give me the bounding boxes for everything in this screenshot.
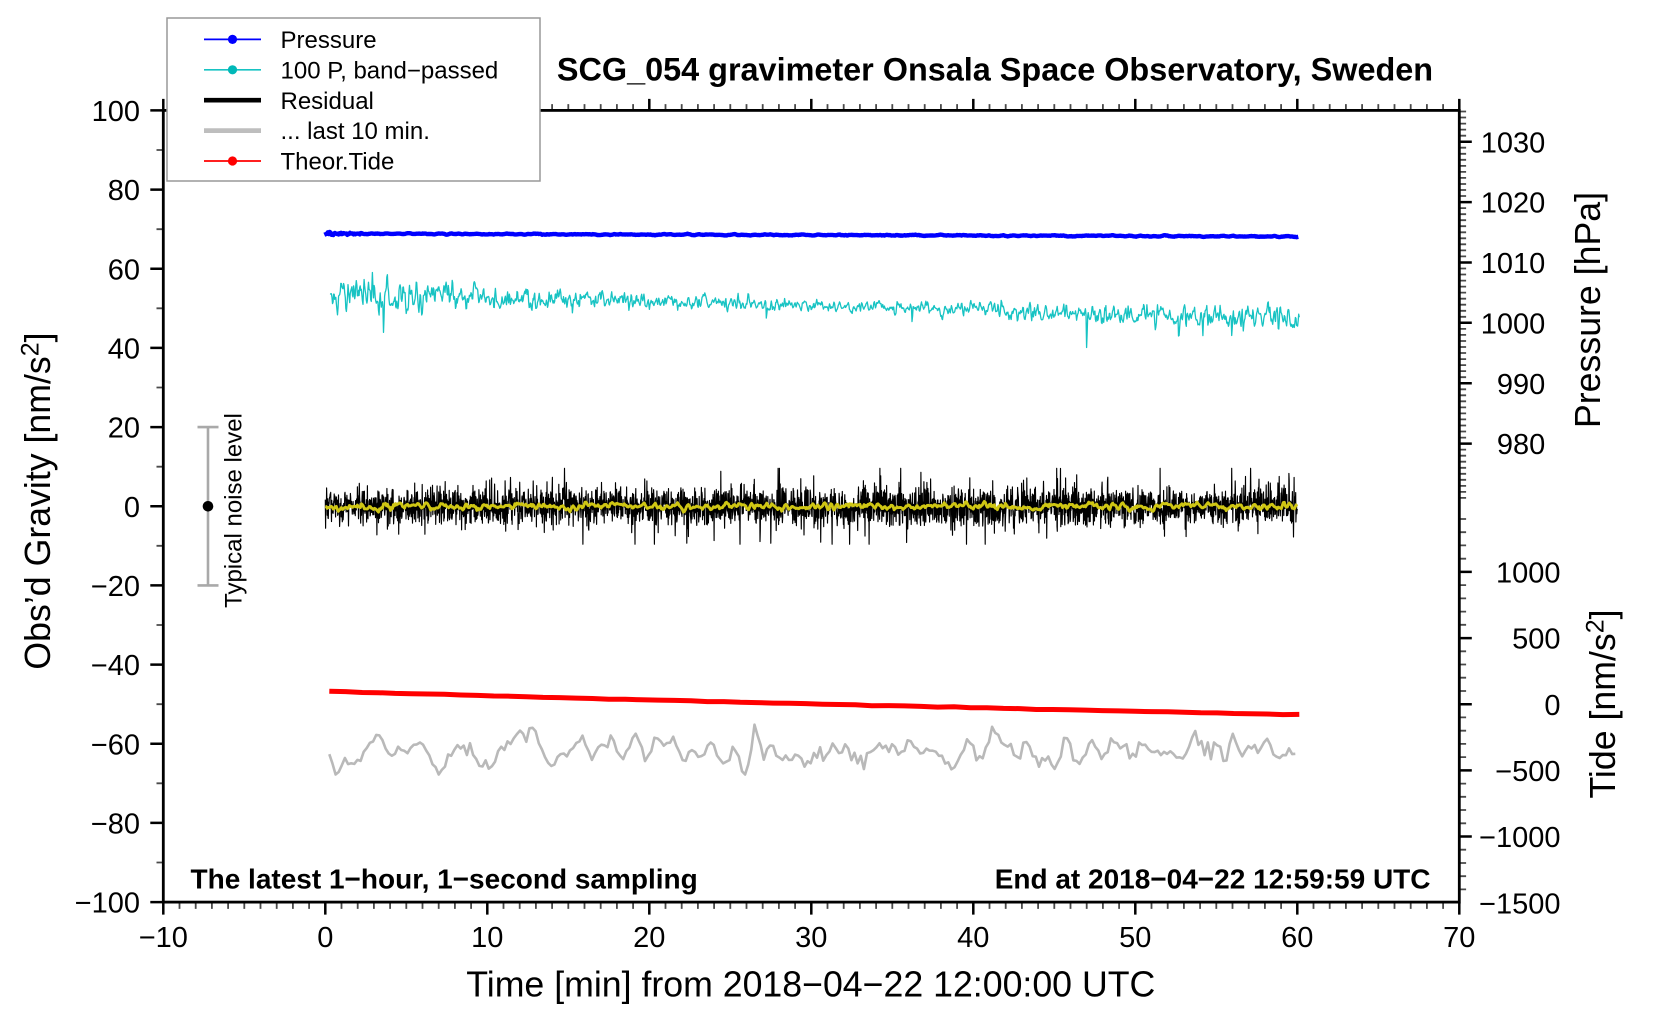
svg-text:20: 20 <box>108 413 140 445</box>
svg-text:−1000: −1000 <box>1479 822 1560 854</box>
svg-text:1000: 1000 <box>1481 308 1546 340</box>
svg-text:−10: −10 <box>139 922 188 954</box>
svg-text:60: 60 <box>1281 922 1313 954</box>
svg-text:Pressure: Pressure <box>281 27 377 54</box>
svg-text:990: 990 <box>1497 369 1545 401</box>
svg-text:80: 80 <box>108 175 140 207</box>
svg-text:1000: 1000 <box>1496 558 1561 590</box>
svg-text:1030: 1030 <box>1481 127 1546 159</box>
svg-text:30: 30 <box>795 922 827 954</box>
svg-text:−80: −80 <box>91 809 140 841</box>
svg-text:−40: −40 <box>91 650 140 682</box>
svg-text:20: 20 <box>633 922 665 954</box>
svg-text:0: 0 <box>124 492 140 524</box>
svg-text:0: 0 <box>1544 690 1560 722</box>
svg-text:−60: −60 <box>91 729 140 761</box>
svg-text:−20: −20 <box>91 571 140 603</box>
svg-text:60: 60 <box>108 254 140 286</box>
svg-text:Theor.Tide: Theor.Tide <box>281 149 395 176</box>
svg-text:... last 10 min.: ... last 10 min. <box>281 118 430 145</box>
svg-text:40: 40 <box>957 922 989 954</box>
svg-text:50: 50 <box>1119 922 1151 954</box>
svg-text:−500: −500 <box>1495 756 1560 788</box>
svg-text:1020: 1020 <box>1481 188 1546 220</box>
svg-text:Tide [nm/s2]: Tide [nm/s2] <box>1582 609 1624 798</box>
svg-text:70: 70 <box>1443 922 1475 954</box>
svg-text:1010: 1010 <box>1481 248 1546 280</box>
svg-text:Obs’d Gravity [nm/s2]: Obs’d Gravity [nm/s2] <box>17 332 59 669</box>
svg-text:−1500: −1500 <box>1479 888 1560 920</box>
svg-text:10: 10 <box>471 922 503 954</box>
svg-text:Residual: Residual <box>281 88 374 115</box>
svg-text:Time [min] from 2018−04−22 12:: Time [min] from 2018−04−22 12:00:00 UTC <box>466 965 1155 1005</box>
svg-text:−100: −100 <box>75 888 140 920</box>
svg-text:SCG_054 gravimeter Onsala Spac: SCG_054 gravimeter Onsala Space Observat… <box>557 52 1433 88</box>
svg-text:500: 500 <box>1512 624 1560 656</box>
svg-text:40: 40 <box>108 334 140 366</box>
svg-text:100 P, band−passed: 100 P, band−passed <box>281 57 499 84</box>
svg-text:Pressure [hPa]: Pressure [hPa] <box>1568 192 1608 428</box>
svg-text:0: 0 <box>317 922 333 954</box>
svg-text:Typical noise level: Typical noise level <box>221 413 248 608</box>
svg-text:100: 100 <box>92 96 140 128</box>
svg-text:980: 980 <box>1497 429 1545 461</box>
svg-text:The latest 1−hour, 1−second sa: The latest 1−hour, 1−second sampling <box>191 863 698 894</box>
svg-text:End at 2018−04−22 12:59:59 UTC: End at 2018−04−22 12:59:59 UTC <box>995 863 1431 894</box>
